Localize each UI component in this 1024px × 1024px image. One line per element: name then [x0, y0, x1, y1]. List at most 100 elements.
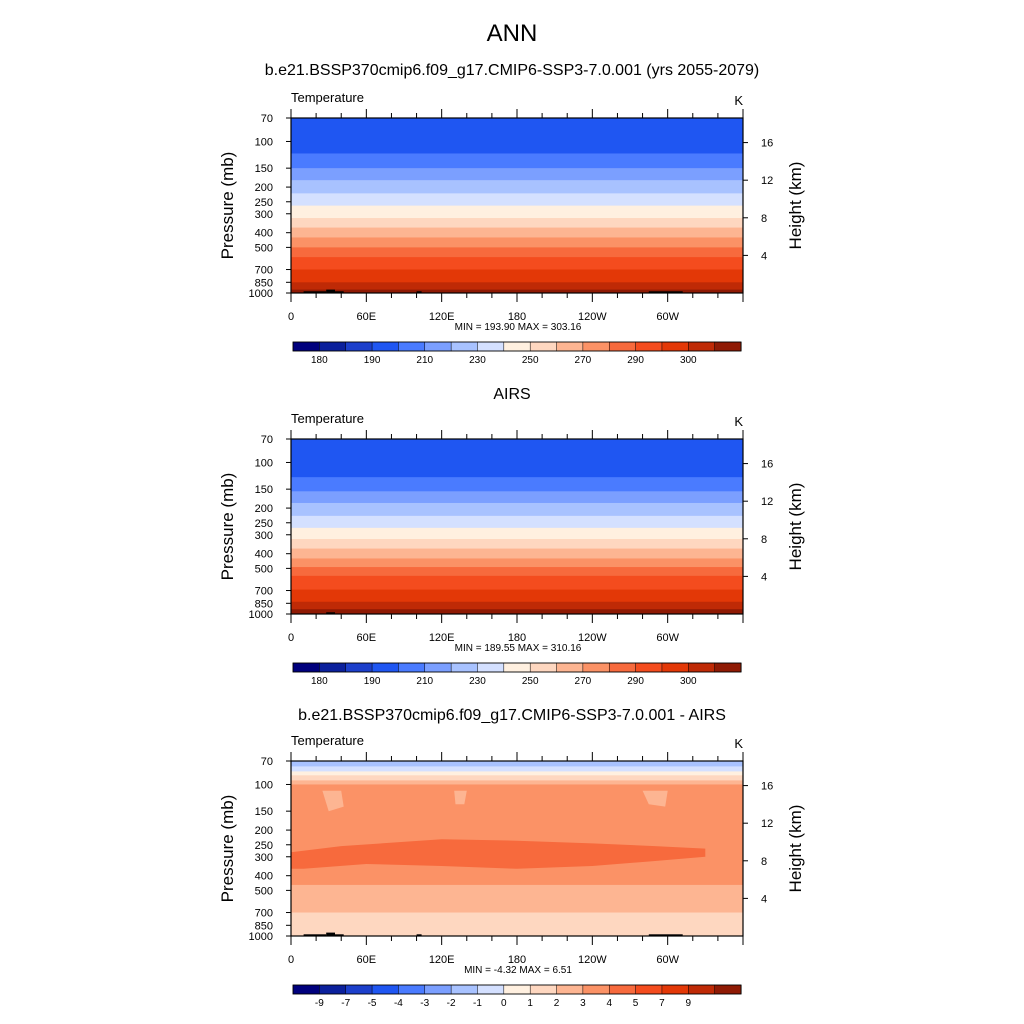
- y-axis-title: Pressure (mb): [218, 152, 237, 260]
- panel-1-chart: 7010015020025030040050070085010001612840…: [218, 90, 805, 366]
- colorbar-swatch: [529, 984, 558, 995]
- colorbar-label: 210: [416, 355, 433, 366]
- colorbar-swatch: [635, 341, 663, 352]
- y-tick-label: 150: [255, 163, 273, 175]
- height-tick-label: 16: [761, 459, 773, 471]
- colorbar-swatch: [319, 984, 347, 995]
- colorbar-label: -1: [473, 998, 482, 1009]
- y-tick-label: 250: [255, 518, 273, 530]
- y-tick-label: 1000: [249, 931, 273, 943]
- colorbar-swatch: [688, 984, 716, 995]
- y-tick-label: 250: [255, 840, 273, 852]
- colorbar-swatch: [371, 662, 399, 673]
- terrain-mask: [326, 289, 335, 293]
- colorbar-swatch: [582, 984, 610, 995]
- colorbar-label: -9: [315, 998, 324, 1009]
- colorbar-swatch: [714, 662, 742, 673]
- x-tick-label: 60E: [357, 632, 377, 644]
- colorbar-swatch: [661, 341, 689, 352]
- contour-band: [291, 567, 743, 577]
- colorbar-swatch: [688, 341, 716, 352]
- contour-band: [291, 247, 743, 258]
- y-tick-label: 200: [255, 503, 273, 515]
- y-axis-right-title: Height (km): [786, 805, 805, 893]
- colorbar-swatch: [345, 984, 373, 995]
- colorbar-label: 210: [416, 676, 433, 687]
- colorbar-label: 190: [364, 676, 381, 687]
- y-axis-title: Pressure (mb): [218, 473, 237, 581]
- colorbar-label: 250: [522, 676, 539, 687]
- colorbar-swatch: [292, 341, 320, 352]
- height-tick-label: 8: [761, 213, 767, 225]
- colorbar-swatch: [556, 341, 584, 352]
- plot-area: [291, 439, 743, 614]
- plot-area: [291, 118, 743, 293]
- height-tick-label: 12: [761, 818, 773, 830]
- contour-band: [291, 502, 743, 517]
- contour-band: [291, 761, 743, 768]
- y-tick-label: 100: [255, 457, 273, 469]
- colorbar-swatch: [450, 662, 479, 673]
- min-max-label: MIN = 193.90 MAX = 303.16: [455, 322, 582, 333]
- x-tick-label: 120E: [429, 954, 455, 966]
- units-label: K: [734, 736, 743, 751]
- colorbar-swatch: [714, 984, 742, 995]
- colorbar-swatch: [556, 984, 584, 995]
- x-tick-label: 60E: [357, 954, 377, 966]
- units-label: K: [734, 414, 743, 429]
- variable-label: Temperature: [291, 733, 364, 748]
- x-tick-label: 60W: [656, 632, 679, 644]
- y-tick-label: 1000: [249, 609, 273, 621]
- contour-band: [291, 558, 743, 568]
- colorbar-label: 230: [469, 676, 486, 687]
- x-tick-label: 180: [508, 954, 526, 966]
- y-tick-label: 70: [261, 113, 273, 125]
- contour-band: [291, 180, 743, 194]
- colorbar-swatch: [503, 341, 531, 352]
- x-tick-label: 0: [288, 632, 294, 644]
- terrain-mask: [326, 932, 335, 936]
- colorbar-label: -3: [420, 998, 429, 1009]
- terrain-mask: [648, 934, 683, 936]
- x-tick-label: 0: [288, 311, 294, 323]
- colorbar-swatch: [582, 662, 610, 673]
- colorbar-swatch: [608, 662, 637, 673]
- units-label: K: [734, 93, 743, 108]
- colorbar-swatch: [292, 662, 320, 673]
- contour-band: [291, 589, 743, 603]
- y-tick-label: 400: [255, 228, 273, 240]
- contour-band: [291, 168, 743, 181]
- terrain-mask: [648, 291, 683, 293]
- contour-band: [291, 269, 743, 283]
- y-tick-label: 70: [261, 434, 273, 446]
- colorbar-swatch: [319, 341, 347, 352]
- colorbar-label: 300: [680, 355, 697, 366]
- colorbar-swatch: [556, 662, 584, 673]
- colorbar-swatch: [477, 341, 505, 352]
- colorbar-label: 180: [311, 355, 328, 366]
- colorbar-label: 0: [501, 998, 507, 1009]
- colorbar-swatch: [345, 341, 373, 352]
- contour-band: [291, 237, 743, 248]
- y-tick-label: 300: [255, 530, 273, 542]
- contour-feature: [454, 790, 467, 805]
- x-tick-label: 120W: [578, 632, 607, 644]
- colorbar-label: 300: [680, 676, 697, 687]
- terrain-mask: [416, 934, 422, 936]
- min-max-label: MIN = -4.32 MAX = 6.51: [464, 965, 572, 976]
- panel-3-title: b.e21.BSSP370cmip6.f09_g17.CMIP6-SSP3-7.…: [298, 707, 726, 724]
- colorbar-label: 3: [580, 998, 586, 1009]
- colorbar-swatch: [688, 662, 716, 673]
- contour-feature: [291, 839, 706, 869]
- colorbar-swatch: [503, 662, 531, 673]
- panel-3-chart: 7010015020025030040050070085010001612840…: [218, 733, 805, 1009]
- colorbar-swatch: [371, 341, 399, 352]
- height-tick-label: 12: [761, 496, 773, 508]
- y-axis-title: Pressure (mb): [218, 795, 237, 903]
- contour-band: [291, 575, 743, 591]
- variable-label: Temperature: [291, 90, 364, 105]
- contour-band: [291, 527, 743, 540]
- colorbar-swatch: [371, 984, 399, 995]
- y-tick-label: 150: [255, 806, 273, 818]
- terrain-mask: [303, 934, 327, 936]
